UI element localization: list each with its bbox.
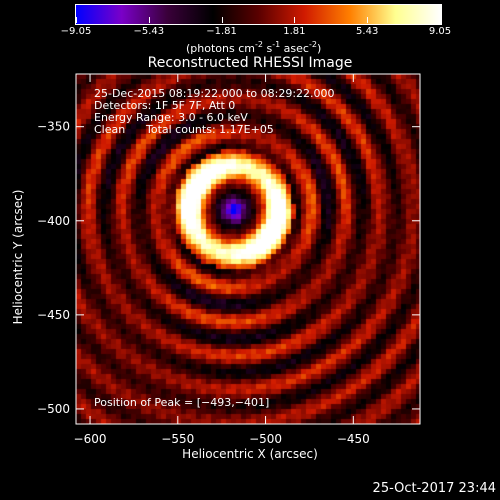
heatmap-image bbox=[76, 74, 420, 424]
y-tick-label: −400 bbox=[37, 214, 70, 228]
time-range-text: 25-Dec-2015 08:19:22.000 to 08:29:22.000 bbox=[94, 87, 335, 100]
units-text: (photons cm bbox=[186, 42, 255, 55]
y-tick-label: −450 bbox=[37, 308, 70, 322]
colorbar-tick bbox=[294, 17, 295, 23]
y-tick-label: −500 bbox=[37, 402, 70, 416]
clean-label: Clean bbox=[94, 123, 126, 136]
units-exponent: -2 bbox=[308, 40, 317, 49]
colorbar-tick bbox=[76, 17, 77, 23]
colorbar bbox=[75, 4, 442, 25]
colorbar-tick-label: −1.81 bbox=[206, 26, 237, 37]
peak-position-text: Position of Peak = [−493,−401] bbox=[94, 396, 270, 409]
x-tick-label: −500 bbox=[249, 432, 282, 446]
chart-title: Reconstructed RHESSI Image bbox=[147, 55, 353, 71]
colorbar-tick-label: −5.43 bbox=[133, 26, 165, 37]
total-counts-text: Total counts: 1.17E+05 bbox=[146, 123, 274, 136]
units-text: asec bbox=[280, 42, 309, 55]
energy-range-text: Energy Range: 3.0 - 6.0 keV bbox=[94, 111, 248, 124]
colorbar-tick bbox=[149, 17, 150, 23]
detectors-text: Detectors: 1F 5F 7F, Att 0 bbox=[94, 99, 236, 112]
y-axis-label: Heliocentric Y (arcsec) bbox=[11, 189, 25, 325]
colorbar-tick-label: −9.05 bbox=[60, 26, 92, 37]
colorbar-tick bbox=[222, 17, 223, 23]
y-tick-label: −350 bbox=[37, 120, 70, 134]
footer-timestamp: 25-Oct-2017 23:44 bbox=[372, 481, 496, 496]
colorbar-units: (photons cm-2 s-1 asec-2) bbox=[186, 40, 321, 55]
colorbar-tick bbox=[440, 17, 441, 23]
x-tick-label: −550 bbox=[161, 432, 194, 446]
x-tick-label: −450 bbox=[337, 432, 370, 446]
x-axis-label: Heliocentric X (arcsec) bbox=[182, 447, 318, 461]
units-text: ) bbox=[316, 42, 322, 55]
colorbar-tick-label: 9.05 bbox=[428, 26, 452, 37]
colorbar-tick bbox=[367, 17, 368, 23]
colorbar-tick-label: 5.43 bbox=[356, 26, 379, 37]
units-exponent: -1 bbox=[272, 40, 281, 49]
colorbar-tick-label: 1.81 bbox=[283, 26, 306, 37]
units-exponent: -2 bbox=[254, 40, 263, 49]
units-text: s bbox=[262, 42, 273, 55]
x-tick-label: −600 bbox=[74, 432, 107, 446]
